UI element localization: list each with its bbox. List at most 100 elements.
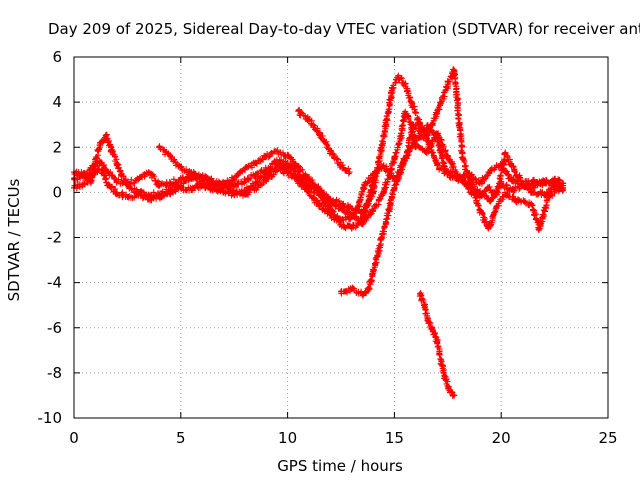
- data-point: [365, 286, 372, 293]
- data-point: [485, 225, 492, 232]
- data-point: [188, 187, 195, 194]
- data-point: [263, 178, 270, 185]
- data-point: [273, 162, 280, 169]
- data-point: [156, 144, 163, 151]
- data-point: [252, 160, 259, 167]
- data-point: [263, 171, 270, 178]
- y-tick-label: -8: [47, 364, 62, 382]
- data-point: [355, 202, 362, 209]
- data-point: [220, 189, 227, 196]
- data-point: [412, 135, 419, 142]
- data-point: [502, 151, 509, 158]
- data-point: [346, 169, 353, 176]
- data-point: [476, 193, 483, 200]
- data-point: [493, 191, 500, 198]
- x-tick-label: 25: [598, 429, 617, 447]
- data-point: [528, 200, 535, 207]
- data-point: [81, 180, 88, 187]
- data-point: [429, 327, 436, 334]
- data-point: [508, 187, 515, 194]
- data-point: [434, 110, 441, 117]
- data-point: [295, 164, 302, 171]
- data-point: [167, 153, 174, 160]
- data-point: [402, 81, 409, 88]
- data-point: [468, 180, 475, 187]
- data-point: [423, 132, 430, 139]
- data-point: [508, 178, 515, 185]
- data-point: [327, 207, 334, 214]
- data-point: [156, 182, 163, 189]
- data-point: [551, 182, 558, 189]
- data-point: [382, 218, 389, 225]
- data-point: [135, 189, 142, 196]
- data-point: [476, 207, 483, 214]
- data-point: [105, 182, 112, 189]
- data-point: [417, 290, 424, 297]
- data-point: [103, 166, 110, 173]
- data-point: [96, 141, 103, 148]
- data-point: [446, 387, 453, 394]
- data-point: [103, 132, 110, 139]
- data-point: [209, 187, 216, 194]
- data-point: [374, 252, 381, 259]
- data-point: [442, 166, 449, 173]
- y-tick-label: -2: [47, 229, 62, 247]
- x-tick-label: 0: [69, 429, 79, 447]
- data-point: [395, 74, 402, 81]
- data-point: [361, 182, 368, 189]
- data-point: [397, 169, 404, 176]
- data-point: [79, 171, 86, 178]
- data-point: [451, 392, 458, 399]
- data-point: [370, 171, 377, 178]
- data-point: [338, 200, 344, 207]
- x-tick-label: 10: [278, 429, 297, 447]
- y-axis-label: SDTVAR / TECUs: [5, 178, 23, 301]
- data-point: [410, 121, 417, 128]
- data-point: [451, 67, 458, 74]
- data-point: [113, 189, 120, 196]
- series-trace-d: [156, 143, 377, 224]
- data-point: [109, 148, 116, 155]
- point-markers: [156, 144, 377, 223]
- data-point: [402, 110, 409, 117]
- chart-title: Day 209 of 2025, Sidereal Day-to-day VTE…: [48, 20, 640, 38]
- y-tick-label: -6: [47, 319, 62, 337]
- series-trace-g: [416, 290, 458, 399]
- data-point: [519, 180, 526, 187]
- data-point: [199, 182, 206, 189]
- y-tick-label: -4: [47, 274, 62, 292]
- data-point: [530, 189, 537, 196]
- data-point: [177, 164, 184, 171]
- data-point: [434, 135, 441, 142]
- data-point: [241, 178, 248, 185]
- data-point: [252, 171, 259, 178]
- data-point: [551, 175, 558, 182]
- data-point: [316, 202, 323, 209]
- data-point: [397, 132, 404, 139]
- data-point: [438, 358, 445, 365]
- data-point: [391, 155, 398, 162]
- data-point: [459, 155, 466, 162]
- data-point: [241, 187, 248, 194]
- data-point: [359, 290, 366, 297]
- data-point: [124, 193, 131, 200]
- data-point: [421, 302, 428, 309]
- data-point: [404, 148, 411, 155]
- data-point: [305, 182, 312, 189]
- x-tick-label: 5: [176, 429, 186, 447]
- data-point: [408, 99, 415, 106]
- data-point: [468, 189, 475, 196]
- data-point: [88, 178, 95, 185]
- data-point: [380, 189, 387, 196]
- data-point: [327, 148, 334, 155]
- data-point: [295, 108, 302, 115]
- data-point: [327, 196, 334, 203]
- data-point: [423, 148, 430, 155]
- data-point: [511, 166, 518, 173]
- y-tick-label: -10: [38, 409, 63, 427]
- data-point: [252, 180, 259, 187]
- series-trace-e: [295, 106, 353, 177]
